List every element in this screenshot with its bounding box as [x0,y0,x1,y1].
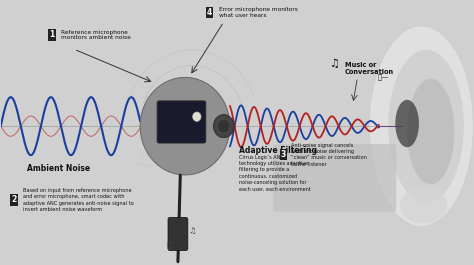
Text: ♫: ♫ [188,226,196,235]
Ellipse shape [400,187,447,224]
Ellipse shape [140,77,230,175]
Text: 4: 4 [207,8,212,17]
Text: Error microphone monitors
what user hears: Error microphone monitors what user hear… [219,7,298,18]
Circle shape [218,119,230,133]
Text: Anti-noise signal cancels
ambient noise delivering
“clean” music or conversation: Anti-noise signal cancels ambient noise … [292,143,367,167]
FancyBboxPatch shape [273,144,396,211]
Ellipse shape [407,79,455,184]
FancyBboxPatch shape [168,217,188,251]
Text: Based on input from reference microphone
and error microphone, smart codec with
: Based on input from reference microphone… [23,188,134,212]
Text: 👤: 👤 [166,241,171,248]
Circle shape [192,112,201,121]
Text: Adaptive Filtering: Adaptive Filtering [239,146,318,155]
Text: Ambient Noise: Ambient Noise [27,164,90,173]
Text: 2: 2 [11,196,17,205]
Ellipse shape [395,100,419,147]
Text: Music or
Conversation: Music or Conversation [345,62,394,75]
Text: ♫: ♫ [330,59,340,69]
Text: 👤—: 👤— [378,74,389,80]
Ellipse shape [369,26,474,226]
Text: Reference microphone
monitors ambient noise: Reference microphone monitors ambient no… [61,30,131,40]
Circle shape [213,114,234,138]
Ellipse shape [388,50,464,203]
Text: Cirrus Logic’s ANC
technology utilizes adaptive
filtering to provide a
continuou: Cirrus Logic’s ANC technology utilizes a… [239,155,311,192]
FancyBboxPatch shape [157,101,206,143]
Text: 3: 3 [281,150,286,159]
Text: 1: 1 [49,30,55,39]
